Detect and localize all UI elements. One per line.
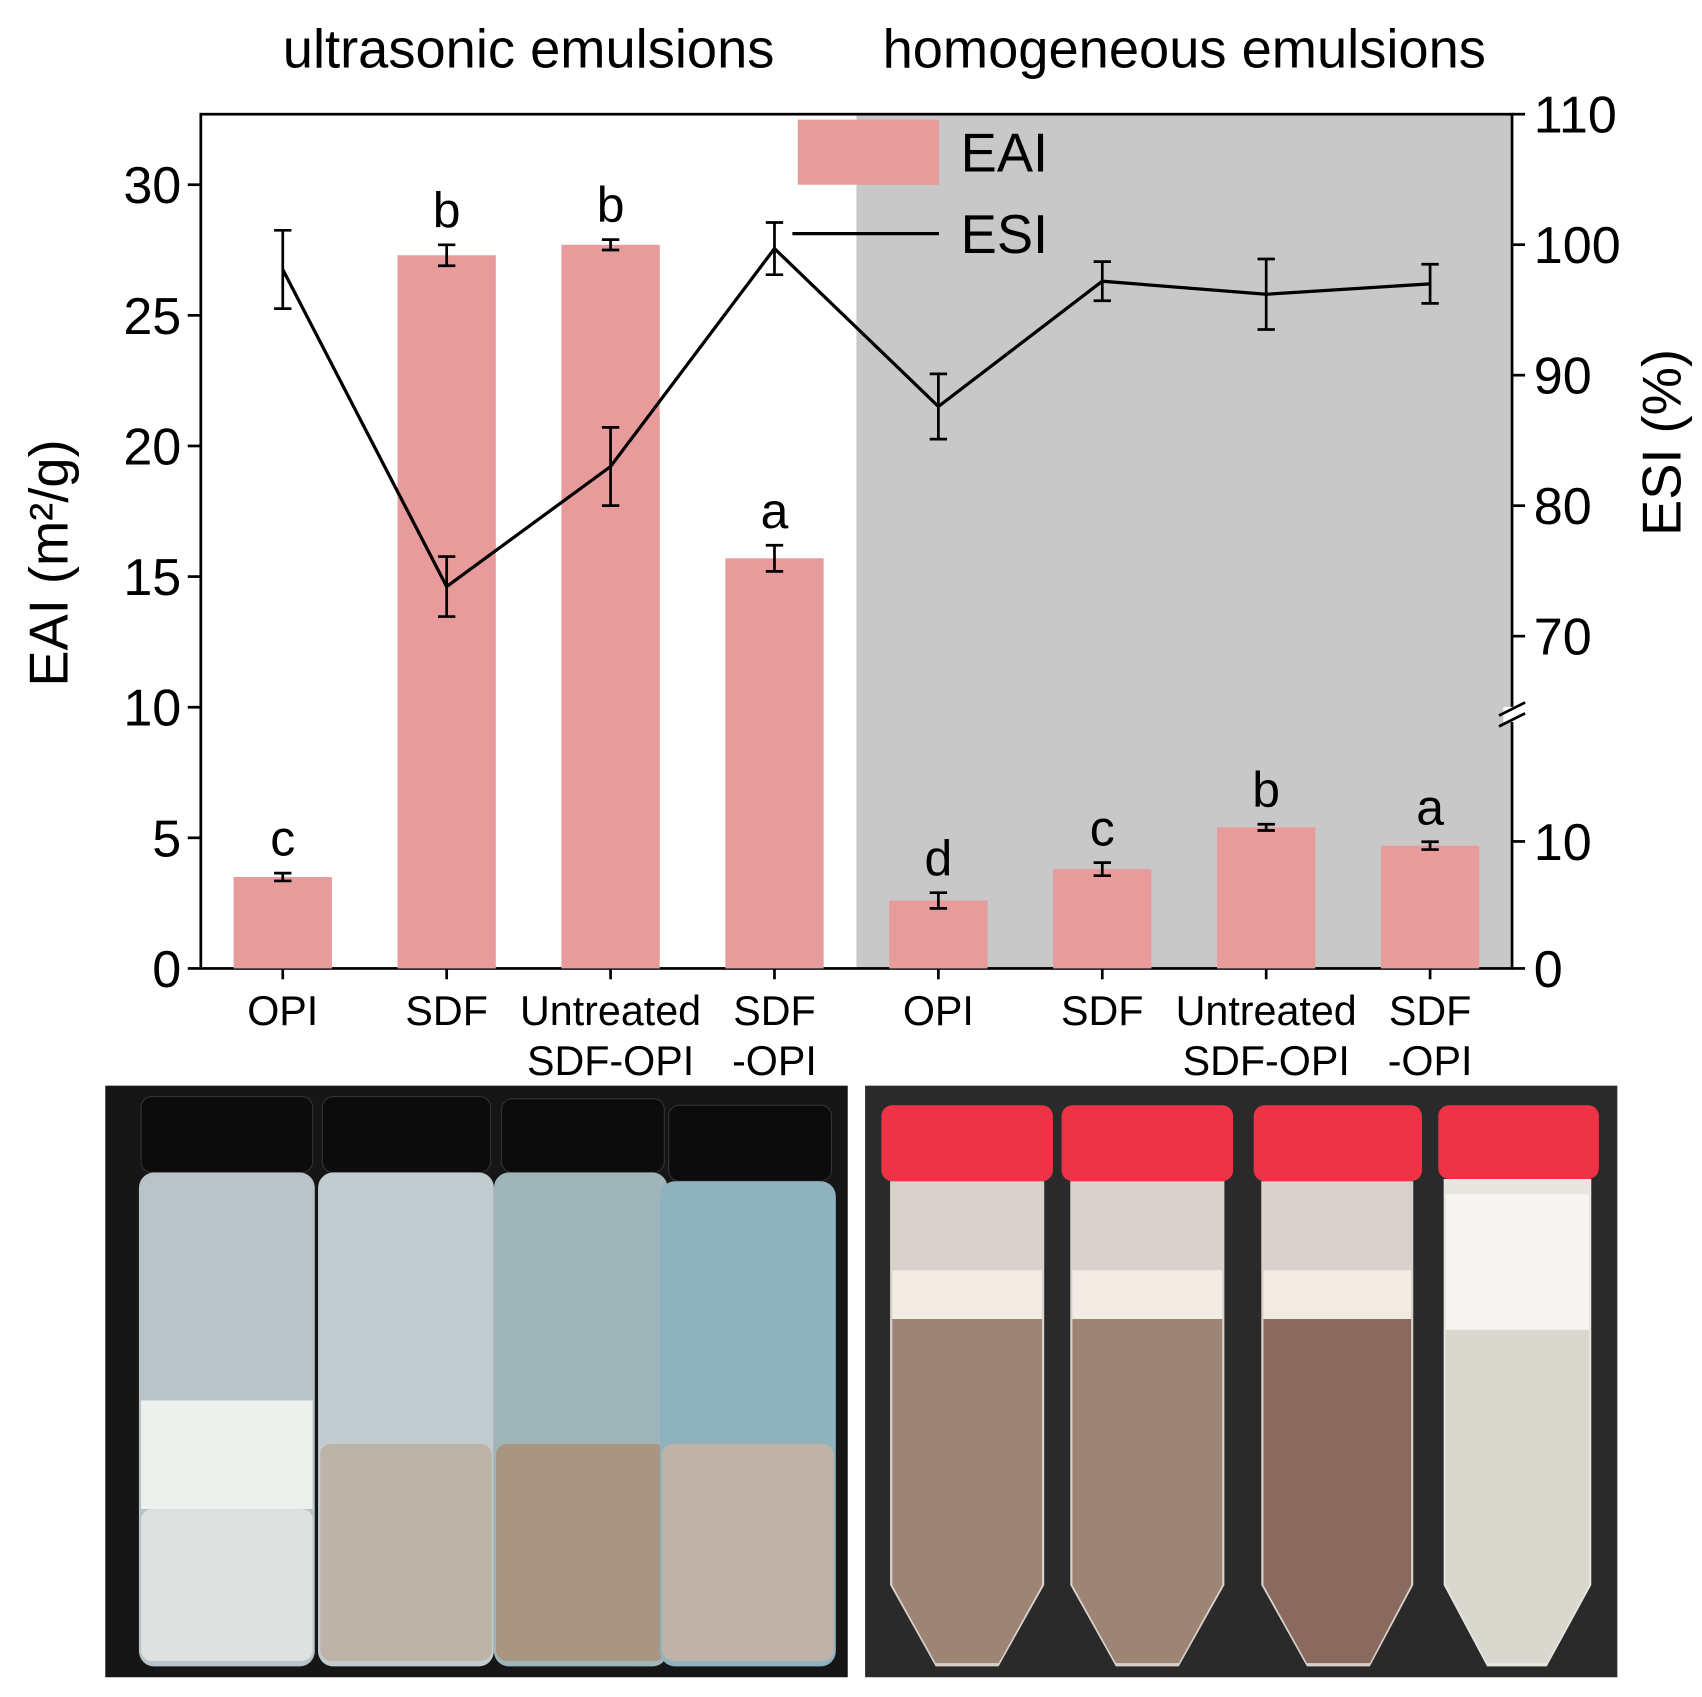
group-shade <box>856 114 1513 969</box>
y2-tick-label: 80 <box>1534 478 1592 536</box>
significance-letter: a <box>1416 779 1444 835</box>
line-error <box>437 555 456 618</box>
y-tick-label: 15 <box>123 549 181 607</box>
significance-letter: b <box>597 177 625 233</box>
bar <box>1217 827 1316 969</box>
significance-letter: a <box>761 483 789 539</box>
significance-letter: d <box>924 830 952 886</box>
bar-error <box>1421 840 1439 851</box>
bar <box>1380 845 1480 969</box>
line-error <box>274 228 292 310</box>
bar-error <box>274 871 292 883</box>
line-error <box>1421 262 1439 305</box>
bar-error <box>765 543 784 573</box>
y2-tick-label: 70 <box>1534 609 1592 667</box>
plot-frame <box>199 112 1514 970</box>
line-error <box>601 426 620 508</box>
x-tick-label: SDF <box>733 988 815 1034</box>
bar <box>889 900 988 969</box>
photo-homogeneous <box>865 1085 1618 1678</box>
bar <box>1053 869 1152 969</box>
x-tick-label: OPI <box>247 988 318 1034</box>
group-title: homogeneous emulsions <box>883 19 1486 80</box>
legend-swatch <box>797 119 939 185</box>
group-title: ultrasonic emulsions <box>283 19 775 80</box>
y-tick-label: 0 <box>152 941 181 999</box>
significance-letter: b <box>1252 762 1280 818</box>
y2-tick-label: 110 <box>1534 87 1617 145</box>
axis-break <box>1498 712 1526 728</box>
bar-error <box>437 243 456 268</box>
x-tick-label: Untreated <box>1176 988 1357 1034</box>
line-error <box>765 221 784 277</box>
bar-error <box>929 891 948 910</box>
y-tick-label: 30 <box>123 157 181 215</box>
bar <box>233 877 332 969</box>
x-tick-label: OPI <box>903 988 974 1034</box>
line-error <box>1093 260 1111 303</box>
y2-tick-label: 90 <box>1534 348 1592 406</box>
y2-tick-label: 10 <box>1534 814 1592 872</box>
line <box>281 246 1431 590</box>
chart: ultrasonic emulsions homogeneous emulsion… <box>18 19 1692 1084</box>
y-axis-label: EAI (m²/g) <box>18 439 79 686</box>
y2-axis-label: ESI (%) <box>1631 349 1692 536</box>
y-tick-label: 5 <box>152 810 181 868</box>
legend-label: ESI <box>961 204 1048 265</box>
photo-ultrasonic <box>105 1085 848 1678</box>
bar-error <box>1257 822 1275 832</box>
y2-tick-label: 0 <box>1534 941 1563 999</box>
x-tick-label: SDF <box>405 988 487 1034</box>
line-error <box>1257 257 1275 331</box>
y2-tick-label: 100 <box>1534 217 1621 275</box>
significance-letter: b <box>433 182 461 238</box>
x-tick-label: Untreated <box>520 988 701 1034</box>
x-tick-label: -OPI <box>732 1038 817 1084</box>
line-error <box>929 372 948 441</box>
y-tick-label: 25 <box>123 288 181 346</box>
significance-letter: c <box>270 811 295 867</box>
x-tick-label: SDF-OPI <box>527 1038 694 1084</box>
bar <box>561 244 660 969</box>
x-tick-label: SDF <box>1061 988 1143 1034</box>
bar-error <box>1093 861 1111 878</box>
legend-label: EAI <box>961 123 1048 184</box>
significance-letter: c <box>1090 800 1115 856</box>
y-tick-label: 20 <box>123 418 181 476</box>
bar-error <box>601 238 620 252</box>
y-tick-label: 10 <box>123 680 181 738</box>
bar <box>725 558 824 969</box>
x-tick-label: SDF <box>1389 988 1471 1034</box>
x-tick-label: -OPI <box>1388 1038 1473 1084</box>
x-tick-label: SDF-OPI <box>1183 1038 1350 1084</box>
axis-break <box>1498 701 1526 717</box>
